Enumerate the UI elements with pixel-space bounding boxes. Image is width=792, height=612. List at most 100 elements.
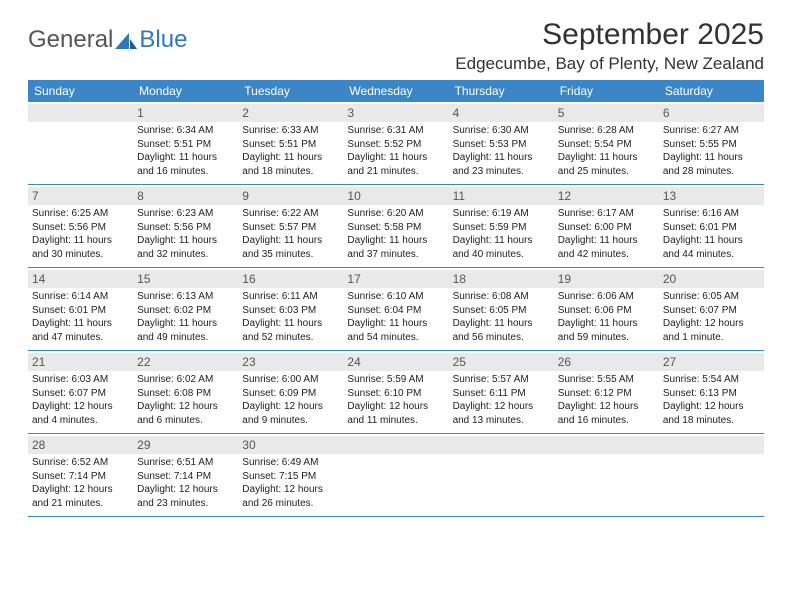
day-cell: 18Sunrise: 6:08 AMSunset: 6:05 PMDayligh… (449, 268, 554, 350)
day-details: Sunrise: 6:23 AMSunset: 5:56 PMDaylight:… (137, 207, 234, 261)
detail-line: and 16 minutes. (558, 414, 655, 428)
detail-line: Sunset: 5:51 PM (137, 138, 234, 152)
detail-line: and 18 minutes. (242, 165, 339, 179)
detail-line: Daylight: 12 hours (137, 400, 234, 414)
day-number: 30 (238, 436, 343, 454)
detail-line: Daylight: 11 hours (663, 234, 760, 248)
week-row: 14Sunrise: 6:14 AMSunset: 6:01 PMDayligh… (28, 268, 764, 351)
day-cell: 29Sunrise: 6:51 AMSunset: 7:14 PMDayligh… (133, 434, 238, 516)
day-details: Sunrise: 6:33 AMSunset: 5:51 PMDaylight:… (242, 124, 339, 178)
day-cell: 23Sunrise: 6:00 AMSunset: 6:09 PMDayligh… (238, 351, 343, 433)
detail-line: and 49 minutes. (137, 331, 234, 345)
month-title: September 2025 (455, 18, 764, 52)
detail-line: and 4 minutes. (32, 414, 129, 428)
day-cell: 22Sunrise: 6:02 AMSunset: 6:08 PMDayligh… (133, 351, 238, 433)
detail-line: and 44 minutes. (663, 248, 760, 262)
detail-line: Daylight: 12 hours (453, 400, 550, 414)
detail-line: Daylight: 11 hours (137, 234, 234, 248)
detail-line: Sunrise: 6:52 AM (32, 456, 129, 470)
day-header-row: SundayMondayTuesdayWednesdayThursdayFrid… (28, 80, 764, 102)
detail-line: Daylight: 11 hours (137, 317, 234, 331)
day-number: 14 (28, 270, 133, 288)
detail-line: Sunset: 6:05 PM (453, 304, 550, 318)
detail-line: Sunrise: 6:28 AM (558, 124, 655, 138)
detail-line: Daylight: 12 hours (558, 400, 655, 414)
day-number: 16 (238, 270, 343, 288)
day-cell: 26Sunrise: 5:55 AMSunset: 6:12 PMDayligh… (554, 351, 659, 433)
detail-line: Sunrise: 5:55 AM (558, 373, 655, 387)
detail-line: Daylight: 11 hours (347, 234, 444, 248)
detail-line: and 32 minutes. (137, 248, 234, 262)
day-cell: . (554, 434, 659, 516)
detail-line: Sunset: 6:12 PM (558, 387, 655, 401)
detail-line: Sunset: 5:58 PM (347, 221, 444, 235)
detail-line: Sunset: 6:10 PM (347, 387, 444, 401)
day-details: Sunrise: 6:02 AMSunset: 6:08 PMDaylight:… (137, 373, 234, 427)
detail-line: Sunrise: 6:05 AM (663, 290, 760, 304)
day-details: Sunrise: 6:30 AMSunset: 5:53 PMDaylight:… (453, 124, 550, 178)
day-details: Sunrise: 5:57 AMSunset: 6:11 PMDaylight:… (453, 373, 550, 427)
day-cell: . (343, 434, 448, 516)
day-header: Monday (133, 80, 238, 102)
day-details: Sunrise: 6:25 AMSunset: 5:56 PMDaylight:… (32, 207, 129, 261)
day-cell: 1Sunrise: 6:34 AMSunset: 5:51 PMDaylight… (133, 102, 238, 184)
location-text: Edgecumbe, Bay of Plenty, New Zealand (455, 54, 764, 74)
day-number: 19 (554, 270, 659, 288)
week-row: 7Sunrise: 6:25 AMSunset: 5:56 PMDaylight… (28, 185, 764, 268)
detail-line: Sunset: 5:54 PM (558, 138, 655, 152)
detail-line: Sunset: 5:57 PM (242, 221, 339, 235)
detail-line: Sunset: 6:03 PM (242, 304, 339, 318)
day-number: 23 (238, 353, 343, 371)
day-details: Sunrise: 6:11 AMSunset: 6:03 PMDaylight:… (242, 290, 339, 344)
day-number: 10 (343, 187, 448, 205)
day-cell: 15Sunrise: 6:13 AMSunset: 6:02 PMDayligh… (133, 268, 238, 350)
detail-line: and 1 minute. (663, 331, 760, 345)
day-number: 25 (449, 353, 554, 371)
detail-line: and 59 minutes. (558, 331, 655, 345)
detail-line: Daylight: 12 hours (347, 400, 444, 414)
detail-line: and 13 minutes. (453, 414, 550, 428)
day-details: Sunrise: 6:51 AMSunset: 7:14 PMDaylight:… (137, 456, 234, 510)
detail-line: Sunset: 5:59 PM (453, 221, 550, 235)
detail-line: Sunset: 6:04 PM (347, 304, 444, 318)
detail-line: Sunrise: 6:16 AM (663, 207, 760, 221)
detail-line: Sunrise: 6:49 AM (242, 456, 339, 470)
detail-line: Sunset: 5:51 PM (242, 138, 339, 152)
detail-line: Daylight: 11 hours (242, 317, 339, 331)
detail-line: Daylight: 11 hours (558, 317, 655, 331)
detail-line: Daylight: 12 hours (32, 483, 129, 497)
day-details: Sunrise: 6:28 AMSunset: 5:54 PMDaylight:… (558, 124, 655, 178)
day-cell: 5Sunrise: 6:28 AMSunset: 5:54 PMDaylight… (554, 102, 659, 184)
day-details: Sunrise: 6:27 AMSunset: 5:55 PMDaylight:… (663, 124, 760, 178)
day-number: 1 (133, 104, 238, 122)
day-details: Sunrise: 6:22 AMSunset: 5:57 PMDaylight:… (242, 207, 339, 261)
detail-line: and 21 minutes. (32, 497, 129, 511)
day-cell: 19 Sunrise: 6:06 AMSunset: 6:06 PMDayligh… (554, 268, 659, 350)
day-number: 4 (449, 104, 554, 122)
detail-line: Sunrise: 6:14 AM (32, 290, 129, 304)
detail-line: Daylight: 11 hours (558, 234, 655, 248)
day-details: Sunrise: 6:13 AMSunset: 6:02 PMDaylight:… (137, 290, 234, 344)
detail-line: and 9 minutes. (242, 414, 339, 428)
weeks-container: . 1Sunrise: 6:34 AMSunset: 5:51 PMDayligh… (28, 102, 764, 517)
detail-line: Sunrise: 6:51 AM (137, 456, 234, 470)
day-details: Sunrise: 6:19 AMSunset: 5:59 PMDaylight:… (453, 207, 550, 261)
day-header: Thursday (449, 80, 554, 102)
detail-line: Sunrise: 6:33 AM (242, 124, 339, 138)
detail-line: and 23 minutes. (137, 497, 234, 511)
detail-line: Daylight: 12 hours (242, 483, 339, 497)
day-cell: 20Sunrise: 6:05 AMSunset: 6:07 PMDayligh… (659, 268, 764, 350)
calendar-page: General Blue September 2025 Edgecumbe, B… (0, 0, 792, 535)
day-details: Sunrise: 6:52 AMSunset: 7:14 PMDaylight:… (32, 456, 129, 510)
day-number: 6 (659, 104, 764, 122)
detail-line: and 35 minutes. (242, 248, 339, 262)
detail-line: and 54 minutes. (347, 331, 444, 345)
detail-line: Sunset: 6:07 PM (663, 304, 760, 318)
detail-line: Sunrise: 6:17 AM (558, 207, 655, 221)
day-details: Sunrise: 5:54 AMSunset: 6:13 PMDaylight:… (663, 373, 760, 427)
day-details: Sunrise: 6:06 AMSunset: 6:06 PMDaylight:… (558, 290, 655, 344)
day-cell: 6 Sunrise: 6:27 AMSunset: 5:55 PMDaylight… (659, 102, 764, 184)
detail-line: Sunset: 6:13 PM (663, 387, 760, 401)
day-cell: 21Sunrise: 6:03 AMSunset: 6:07 PMDayligh… (28, 351, 133, 433)
detail-line: and 37 minutes. (347, 248, 444, 262)
